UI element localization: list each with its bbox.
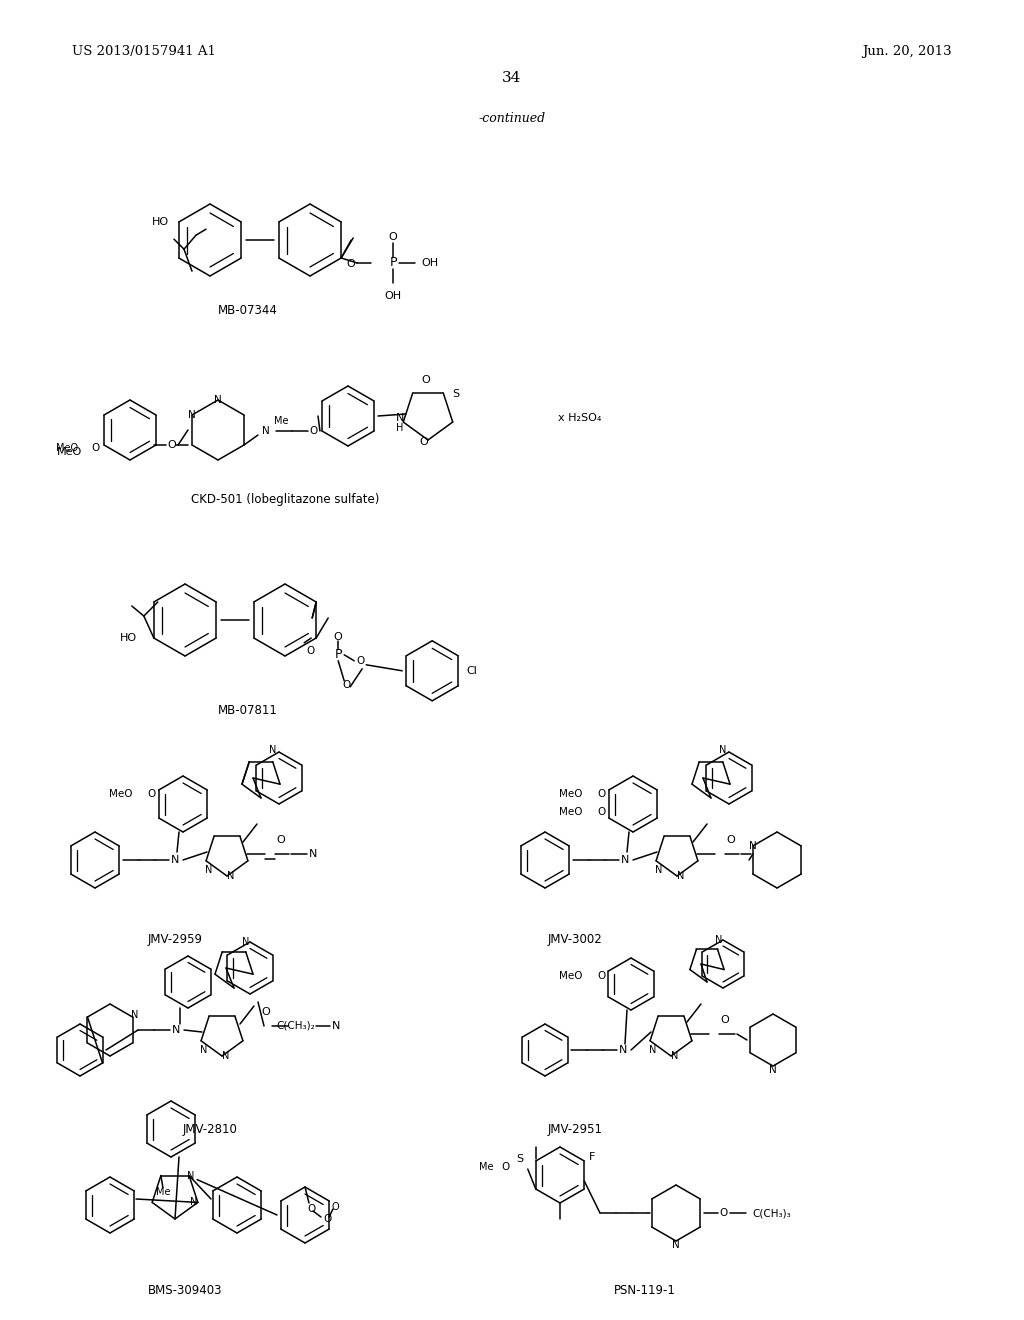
Text: JMV-2959: JMV-2959 bbox=[147, 933, 203, 946]
Text: Me: Me bbox=[479, 1162, 494, 1172]
Text: O: O bbox=[307, 1204, 315, 1214]
Text: CKD-501 (lobeglitazone sulfate): CKD-501 (lobeglitazone sulfate) bbox=[190, 494, 379, 507]
Text: C(CH₃)₃: C(CH₃)₃ bbox=[752, 1208, 791, 1218]
Text: -continued: -continued bbox=[478, 111, 546, 124]
Text: Jun. 20, 2013: Jun. 20, 2013 bbox=[862, 45, 952, 58]
Text: MeO: MeO bbox=[110, 789, 133, 799]
Text: N: N bbox=[206, 865, 213, 875]
Text: N: N bbox=[201, 1045, 208, 1055]
Text: N: N bbox=[131, 1010, 138, 1020]
Text: O: O bbox=[323, 1214, 331, 1224]
Text: O: O bbox=[261, 1007, 270, 1016]
Text: O: O bbox=[168, 440, 176, 450]
Text: N: N bbox=[672, 1239, 680, 1250]
Text: O: O bbox=[721, 1015, 729, 1026]
Text: N: N bbox=[172, 1026, 180, 1035]
Text: N: N bbox=[655, 865, 663, 875]
Text: N: N bbox=[769, 1065, 777, 1074]
Text: O: O bbox=[92, 444, 100, 453]
Text: N: N bbox=[672, 1051, 679, 1061]
Text: N: N bbox=[188, 411, 196, 420]
Text: 34: 34 bbox=[503, 71, 521, 84]
Text: N: N bbox=[187, 1171, 195, 1180]
Text: N: N bbox=[677, 871, 685, 880]
Text: N: N bbox=[190, 1197, 198, 1208]
Text: O: O bbox=[342, 680, 350, 690]
Text: N: N bbox=[618, 1045, 627, 1055]
Text: N: N bbox=[719, 744, 727, 755]
Text: N: N bbox=[222, 1051, 229, 1061]
Text: x H₂SO₄: x H₂SO₄ bbox=[558, 413, 602, 422]
Text: N: N bbox=[214, 395, 222, 405]
Text: O: O bbox=[597, 972, 605, 981]
Text: N: N bbox=[309, 849, 317, 859]
Text: PSN-119-1: PSN-119-1 bbox=[614, 1283, 676, 1296]
Text: N: N bbox=[332, 1020, 340, 1031]
Text: N: N bbox=[749, 841, 757, 851]
Text: F: F bbox=[589, 1152, 595, 1162]
Text: Cl: Cl bbox=[466, 665, 477, 676]
Text: O: O bbox=[502, 1162, 510, 1172]
Text: C(CH₃)₂: C(CH₃)₂ bbox=[276, 1020, 315, 1031]
Text: OH: OH bbox=[385, 290, 401, 301]
Text: JMV-3002: JMV-3002 bbox=[548, 933, 602, 946]
Text: S: S bbox=[516, 1154, 523, 1164]
Text: O: O bbox=[347, 259, 355, 269]
Text: H: H bbox=[396, 422, 403, 433]
Text: O: O bbox=[720, 1208, 728, 1218]
Text: N: N bbox=[621, 855, 629, 865]
Text: O: O bbox=[331, 1203, 339, 1212]
Text: O: O bbox=[420, 437, 428, 447]
Text: N: N bbox=[396, 413, 404, 422]
Text: MeO: MeO bbox=[559, 789, 583, 799]
Text: O: O bbox=[389, 232, 397, 242]
Text: N: N bbox=[269, 744, 276, 755]
Text: MeO: MeO bbox=[56, 447, 82, 457]
Text: N: N bbox=[649, 1045, 656, 1055]
Text: Me: Me bbox=[156, 1187, 170, 1197]
Text: O: O bbox=[334, 632, 343, 642]
Text: OH: OH bbox=[421, 257, 438, 268]
Text: BMS-309403: BMS-309403 bbox=[147, 1283, 222, 1296]
Text: Me: Me bbox=[274, 416, 289, 426]
Text: O: O bbox=[727, 836, 735, 845]
Text: N: N bbox=[227, 871, 234, 880]
Text: HO: HO bbox=[120, 634, 137, 643]
Text: MB-07811: MB-07811 bbox=[218, 704, 278, 717]
Text: O: O bbox=[276, 836, 286, 845]
Text: N: N bbox=[243, 937, 250, 946]
Text: MB-07344: MB-07344 bbox=[218, 304, 278, 317]
Text: O: O bbox=[310, 426, 318, 436]
Text: O: O bbox=[306, 645, 314, 656]
Text: US 2013/0157941 A1: US 2013/0157941 A1 bbox=[72, 45, 216, 58]
Text: O: O bbox=[356, 656, 365, 665]
Text: N: N bbox=[262, 426, 270, 436]
Text: N: N bbox=[171, 855, 179, 865]
Text: P: P bbox=[335, 648, 342, 661]
Text: O: O bbox=[597, 807, 605, 817]
Text: O: O bbox=[422, 375, 430, 385]
Text: MeO: MeO bbox=[559, 807, 583, 817]
Text: P: P bbox=[389, 256, 397, 269]
Text: MeO: MeO bbox=[559, 972, 583, 981]
Text: O: O bbox=[597, 789, 605, 799]
Text: JMV-2810: JMV-2810 bbox=[182, 1123, 238, 1137]
Text: S: S bbox=[453, 389, 460, 399]
Text: HO: HO bbox=[152, 216, 169, 227]
Text: O: O bbox=[146, 789, 155, 799]
Text: N: N bbox=[716, 935, 723, 945]
Text: MeO: MeO bbox=[56, 444, 78, 453]
Text: JMV-2951: JMV-2951 bbox=[548, 1123, 602, 1137]
